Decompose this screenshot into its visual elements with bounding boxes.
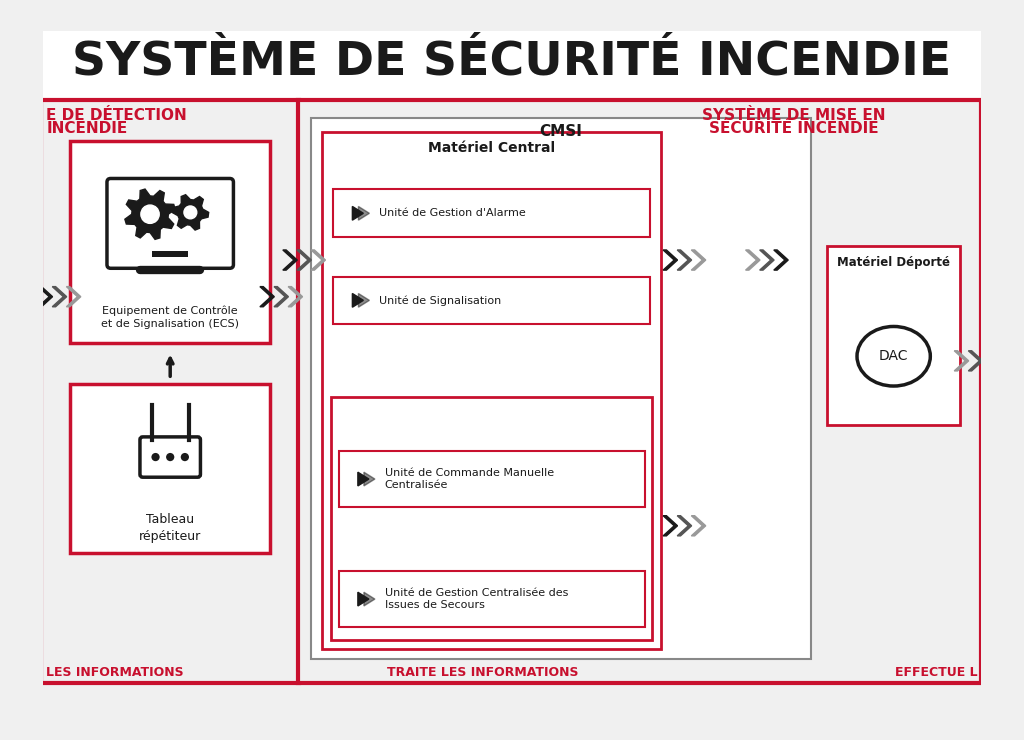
Polygon shape (954, 351, 969, 371)
Polygon shape (125, 189, 175, 239)
Bar (339, 571, 645, 628)
Polygon shape (691, 516, 706, 536)
Circle shape (184, 206, 197, 219)
Text: LES INFORMATIONS: LES INFORMATIONS (46, 666, 184, 679)
Bar (339, 451, 645, 508)
Bar (298, 100, 981, 684)
Polygon shape (352, 294, 364, 307)
Bar (43, 100, 981, 684)
Bar (71, 384, 270, 554)
Circle shape (141, 205, 159, 223)
Circle shape (181, 453, 189, 461)
Bar (153, 251, 188, 258)
Polygon shape (364, 592, 375, 606)
Polygon shape (358, 206, 370, 221)
Polygon shape (664, 250, 678, 270)
Polygon shape (52, 286, 67, 307)
Polygon shape (664, 516, 678, 536)
Polygon shape (352, 206, 364, 221)
Text: INCENDIE: INCENDIE (46, 121, 128, 136)
Bar (332, 397, 652, 640)
Text: E DE DÉTECTION: E DE DÉTECTION (46, 108, 187, 123)
Polygon shape (38, 286, 52, 307)
Ellipse shape (857, 326, 931, 386)
Polygon shape (358, 294, 370, 307)
Text: Unité de Gestion d'Alarme: Unité de Gestion d'Alarme (379, 208, 526, 218)
Polygon shape (67, 286, 81, 307)
Text: TRAITE LES INFORMATIONS: TRAITE LES INFORMATIONS (387, 666, 579, 679)
Polygon shape (357, 472, 369, 486)
Bar (43, 31, 981, 100)
Polygon shape (274, 286, 289, 307)
Polygon shape (774, 250, 788, 270)
Text: DAC: DAC (879, 349, 908, 363)
Polygon shape (357, 592, 369, 606)
Polygon shape (172, 195, 209, 230)
FancyBboxPatch shape (140, 437, 201, 477)
FancyBboxPatch shape (106, 178, 233, 269)
Circle shape (166, 453, 174, 461)
Text: CMSI: CMSI (540, 124, 583, 139)
Text: Unité de Commande Manuelle
Centralisée: Unité de Commande Manuelle Centralisée (385, 468, 554, 490)
Bar (323, 132, 662, 650)
Text: SÉCURITÉ INCENDIE: SÉCURITÉ INCENDIE (710, 121, 879, 136)
Text: SYSTÈME DE MISE EN: SYSTÈME DE MISE EN (702, 108, 886, 123)
Polygon shape (969, 351, 983, 371)
Circle shape (152, 453, 160, 461)
Text: Tableau
répétiteur: Tableau répétiteur (139, 513, 202, 542)
Text: Equipement de Contrôle
et de Signalisation (ECS): Equipement de Contrôle et de Signalisati… (101, 305, 240, 329)
Polygon shape (760, 250, 774, 270)
Text: Matériel Central: Matériel Central (428, 141, 555, 155)
Bar (71, 141, 270, 343)
Text: Unité de Signalisation: Unité de Signalisation (379, 295, 502, 306)
Bar (311, 118, 811, 659)
Polygon shape (364, 472, 375, 486)
Polygon shape (677, 250, 691, 270)
Polygon shape (745, 250, 760, 270)
Text: Unité de Gestion Centralisée des
Issues de Secours: Unité de Gestion Centralisée des Issues … (385, 588, 568, 610)
Polygon shape (677, 516, 691, 536)
Bar (41, 100, 299, 684)
Polygon shape (288, 286, 302, 307)
Bar (333, 189, 650, 237)
Bar (333, 277, 650, 324)
Polygon shape (260, 286, 274, 307)
Text: EFFECTUE L: EFFECTUE L (895, 666, 978, 679)
Polygon shape (297, 250, 311, 270)
Polygon shape (311, 250, 326, 270)
Text: SYSTÈME DE SÉCURITÉ INCENDIE: SYSTÈME DE SÉCURITÉ INCENDIE (73, 40, 951, 84)
Text: Matériel Déporté: Matériel Déporté (838, 256, 950, 269)
Bar (827, 246, 961, 425)
Polygon shape (691, 250, 706, 270)
Polygon shape (283, 250, 297, 270)
